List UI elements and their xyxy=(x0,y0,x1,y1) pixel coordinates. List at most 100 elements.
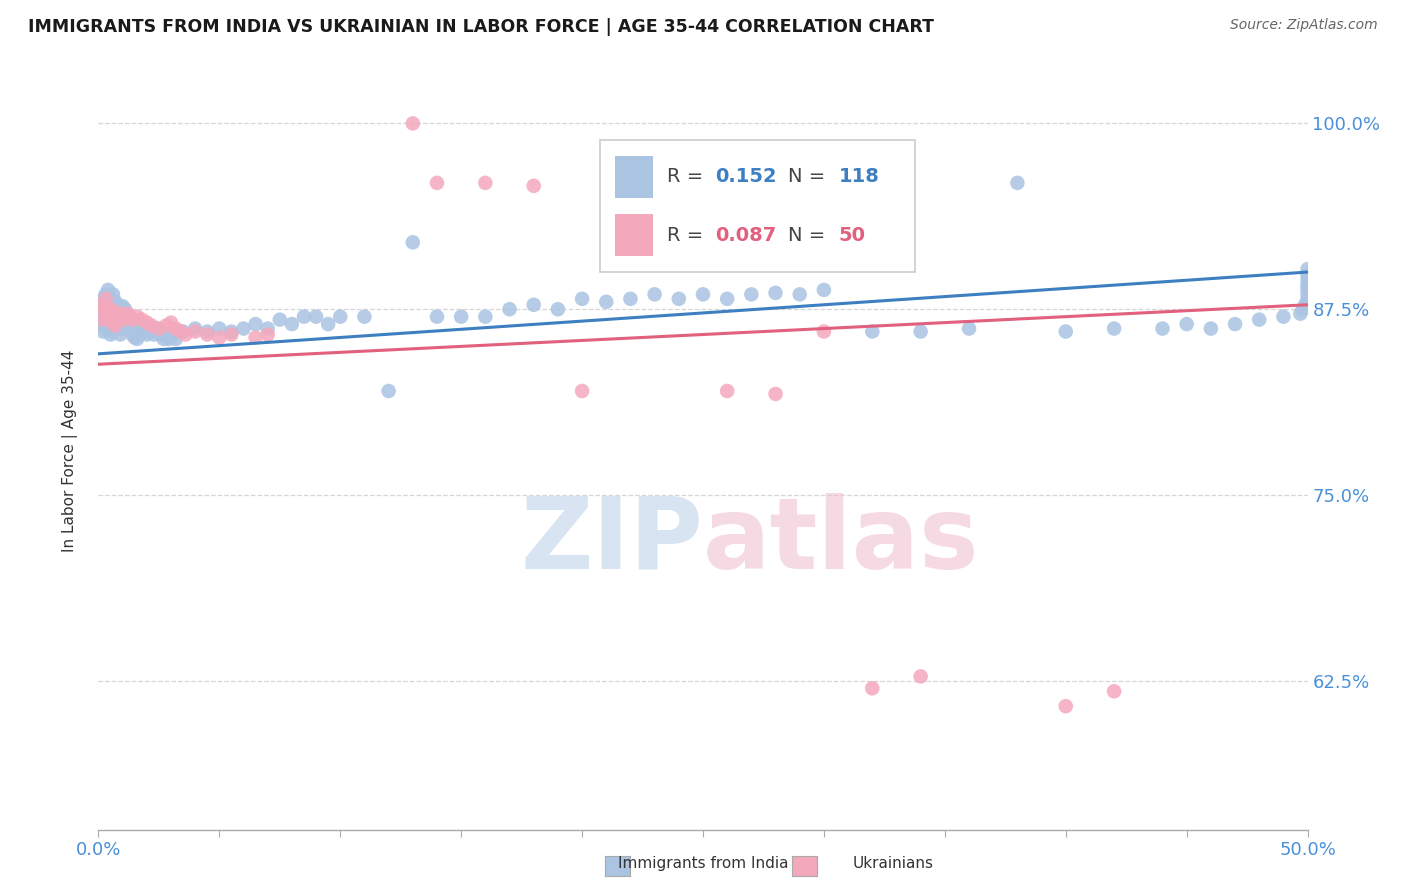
Point xyxy=(131,312,153,326)
Point xyxy=(765,387,787,401)
Text: atlas: atlas xyxy=(703,493,980,590)
Point xyxy=(813,283,835,297)
Point xyxy=(644,287,666,301)
Point xyxy=(668,292,690,306)
Point xyxy=(256,321,278,335)
Point xyxy=(101,325,124,339)
Point xyxy=(114,310,136,324)
Point xyxy=(450,310,472,324)
Point xyxy=(107,310,129,324)
Point xyxy=(138,321,160,335)
Point xyxy=(160,316,183,330)
Point xyxy=(104,307,127,321)
Point xyxy=(169,325,191,339)
Point xyxy=(619,292,641,306)
Text: N =: N = xyxy=(787,226,831,244)
Point xyxy=(135,316,157,330)
Point xyxy=(329,310,352,324)
Point xyxy=(141,318,163,333)
Point xyxy=(571,384,593,398)
Point xyxy=(121,312,143,326)
Text: 0.087: 0.087 xyxy=(716,226,776,244)
Point xyxy=(1296,292,1319,306)
Point xyxy=(184,325,207,339)
Point xyxy=(716,384,738,398)
Point xyxy=(97,294,120,309)
Point xyxy=(155,329,177,343)
Point xyxy=(245,317,267,331)
Text: N =: N = xyxy=(787,167,831,186)
Point xyxy=(101,287,124,301)
Point xyxy=(90,294,112,309)
Point xyxy=(813,325,835,339)
Point xyxy=(108,302,131,317)
Point xyxy=(740,287,762,301)
Y-axis label: In Labor Force | Age 35-44: In Labor Force | Age 35-44 xyxy=(62,350,77,551)
Point xyxy=(208,330,231,344)
Point xyxy=(100,302,122,317)
Point xyxy=(91,325,114,339)
Text: Ukrainians: Ukrainians xyxy=(852,856,934,871)
Point xyxy=(94,292,117,306)
Text: R =: R = xyxy=(666,226,709,244)
Point xyxy=(90,317,112,331)
Point xyxy=(1102,321,1125,335)
Point xyxy=(97,283,120,297)
Point xyxy=(474,310,496,324)
Point xyxy=(108,307,131,321)
Point xyxy=(692,287,714,301)
Point xyxy=(131,321,153,335)
Point xyxy=(1294,298,1316,312)
Point xyxy=(118,310,141,324)
Point xyxy=(101,316,124,330)
Point xyxy=(269,312,291,326)
Point xyxy=(498,302,520,317)
Point xyxy=(107,298,129,312)
Point xyxy=(100,302,122,317)
Point xyxy=(141,325,163,339)
Point xyxy=(148,325,170,339)
Point xyxy=(104,321,127,335)
Point xyxy=(789,287,811,301)
Point xyxy=(957,321,980,335)
Point xyxy=(97,310,120,324)
Point xyxy=(155,318,177,333)
Bar xyxy=(614,156,654,198)
Point xyxy=(117,307,139,321)
Point xyxy=(184,321,207,335)
Point xyxy=(101,299,124,313)
Text: Immigrants from India: Immigrants from India xyxy=(617,856,789,871)
Point xyxy=(1223,317,1246,331)
Point xyxy=(353,310,375,324)
Point xyxy=(121,312,143,326)
Point xyxy=(765,285,787,300)
Point xyxy=(94,321,117,335)
Point xyxy=(523,298,546,312)
Point xyxy=(148,321,170,335)
Text: IMMIGRANTS FROM INDIA VS UKRAINIAN IN LABOR FORCE | AGE 35-44 CORRELATION CHART: IMMIGRANTS FROM INDIA VS UKRAINIAN IN LA… xyxy=(28,18,934,36)
Point xyxy=(127,317,149,331)
Point xyxy=(152,332,174,346)
Text: 0.152: 0.152 xyxy=(716,167,776,186)
Point xyxy=(91,292,114,306)
Bar xyxy=(614,214,654,256)
Point xyxy=(1292,302,1315,317)
Point xyxy=(1296,283,1319,297)
Point xyxy=(108,312,131,326)
Point xyxy=(134,325,156,339)
Point xyxy=(104,307,127,321)
Point xyxy=(402,116,425,130)
Point xyxy=(1296,280,1319,294)
Point xyxy=(1249,312,1271,326)
Point xyxy=(1054,325,1077,339)
Point xyxy=(232,321,254,335)
Point xyxy=(377,384,399,398)
Point xyxy=(157,332,180,346)
Point xyxy=(474,176,496,190)
Point xyxy=(111,321,134,335)
Point xyxy=(195,327,218,342)
Point xyxy=(172,325,194,339)
Point xyxy=(101,303,124,318)
Point xyxy=(135,327,157,342)
Point xyxy=(91,302,114,317)
